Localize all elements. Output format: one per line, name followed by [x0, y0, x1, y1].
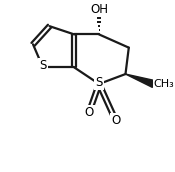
Text: CH₃: CH₃: [153, 79, 174, 89]
Text: S: S: [39, 59, 47, 72]
Text: O: O: [111, 114, 120, 127]
Text: OH: OH: [90, 3, 108, 16]
Polygon shape: [125, 74, 155, 87]
Text: O: O: [85, 106, 94, 119]
Text: S: S: [95, 76, 103, 89]
